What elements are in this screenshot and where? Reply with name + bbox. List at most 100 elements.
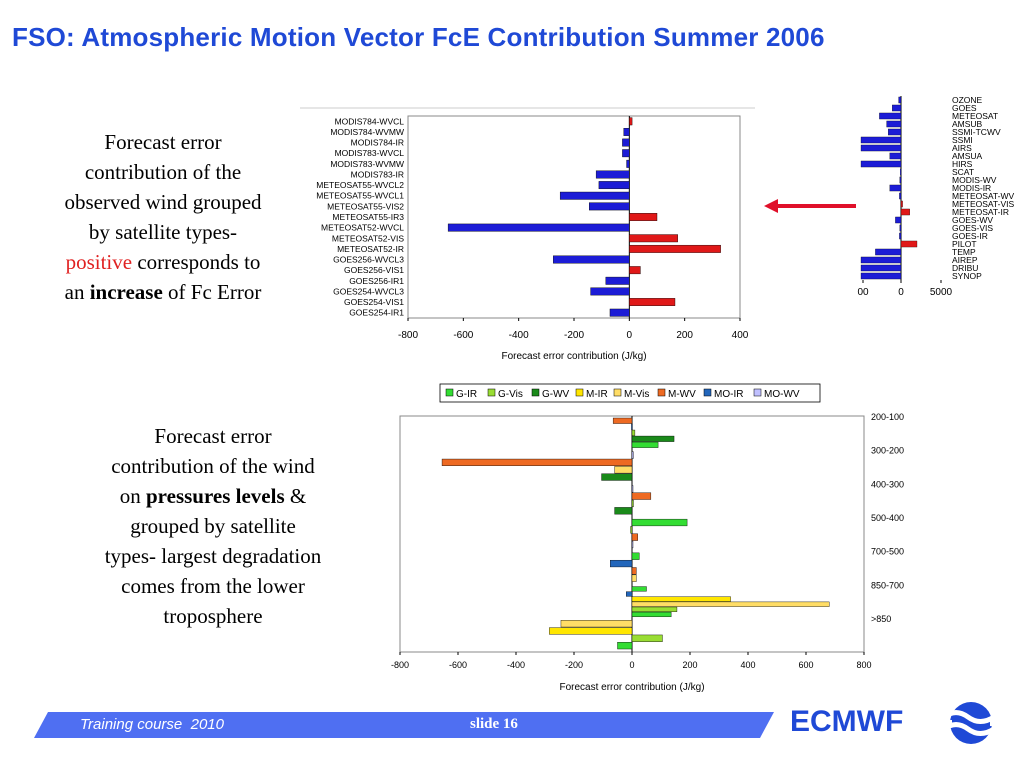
chart2-category-label: METEOSAT-IR — [952, 207, 1009, 217]
chart2-category-label: MODIS-IR — [952, 183, 991, 193]
red-arrow-icon — [764, 199, 856, 213]
description-satellite-types: Forecast error contribution of the obser… — [32, 127, 294, 307]
chart2-bar — [860, 136, 902, 144]
desc2-line7: troposphere — [163, 604, 263, 628]
chart3-legend-swatch — [575, 388, 584, 397]
desc2-line4: grouped by satellite — [130, 514, 296, 538]
chart1-bar — [559, 191, 630, 200]
slide-title: FSO: Atmospheric Motion Vector FcE Contr… — [12, 22, 825, 52]
chart3-tick-label: 600 — [798, 660, 813, 670]
chart3-legend-swatch — [657, 388, 666, 397]
chart1-bar — [598, 181, 630, 190]
chart2-category-label: AIRS — [952, 143, 972, 153]
chart2-bar — [900, 200, 903, 208]
chart2-bar — [879, 112, 902, 120]
chart3-bar — [630, 526, 633, 534]
chart3-bar — [631, 451, 634, 459]
chart2-bar — [860, 272, 902, 280]
desc1-line2: contribution of the — [84, 160, 242, 184]
chart3-bar — [631, 586, 647, 592]
chart2-category-label: SSMI-TCWV — [952, 127, 1001, 137]
chart3-legend-label: M-WV — [668, 389, 696, 400]
chart3-bar — [631, 533, 638, 541]
footer-band — [34, 712, 774, 738]
chart2-bar — [900, 168, 902, 176]
chart2-tick-label: 00 — [857, 287, 869, 298]
chart3-legend-label: MO-WV — [764, 389, 800, 400]
chart2-bar — [899, 192, 902, 200]
desc2-line2: contribution of the wind — [111, 454, 315, 478]
chart3-bar — [560, 620, 633, 628]
chart3-bar — [631, 485, 634, 493]
chart1-category-label: METEOSAT55-IR3 — [332, 212, 404, 222]
chart3-tick-label: -400 — [507, 660, 525, 670]
chart3-bar — [631, 634, 663, 642]
chart2-bar — [899, 224, 902, 232]
chart3-bar — [441, 458, 633, 466]
chart2-bar — [900, 208, 910, 216]
chart2-category-label: DRIBU — [952, 263, 978, 273]
chart3-legend-swatch — [487, 388, 496, 397]
chart2-bar — [860, 264, 902, 272]
chart1-bar — [605, 276, 630, 285]
chart1-category-label: MODIS784-WVMW — [330, 127, 404, 137]
chart1-bar — [629, 234, 678, 243]
chart3-tick-label: 0 — [629, 660, 634, 670]
chart3-bar — [614, 466, 633, 474]
chart1-bar — [623, 128, 630, 136]
desc1-line1: Forecast error — [104, 130, 222, 154]
desc2-pressures: pressures levels — [146, 484, 285, 508]
chart2-bar — [860, 256, 902, 264]
chart3-legend-box — [439, 383, 821, 403]
chart3-bar — [610, 559, 633, 568]
chart3-category-label: 850-700 — [871, 580, 904, 590]
chart2-category-label: GOES — [952, 103, 977, 113]
desc1-tail: of Fc Error — [162, 280, 262, 304]
chart1-category-label: MODIS784-IR — [351, 138, 404, 148]
desc1-line4: by satellite types- — [88, 220, 238, 244]
chart3-legend-label: MO-IR — [714, 389, 743, 400]
chart3-bar — [549, 627, 633, 635]
chart3-category-label: 400-300 — [871, 479, 904, 489]
chart3-tick-label: 800 — [856, 660, 871, 670]
chart3-bar — [631, 518, 688, 527]
chart1-category-label: MODIS783-IR — [351, 169, 404, 179]
chart1-bar — [629, 213, 658, 221]
chart2-bar — [895, 216, 902, 224]
chart3-legend-label: M-Vis — [624, 389, 649, 400]
chart2-bar — [892, 104, 902, 112]
chart3-legend-label: G-Vis — [498, 389, 523, 400]
chart1-bar — [622, 149, 630, 158]
desc2-line6: comes from the lower — [121, 574, 305, 598]
description-pressure-levels: Forecast error contribution of the wind … — [72, 421, 354, 631]
chart3-bar — [631, 611, 672, 618]
chart1-tick-label: 200 — [676, 330, 693, 341]
desc1-an: an — [64, 280, 90, 304]
chart3-legend-swatch — [753, 388, 762, 397]
chart3-category-label: 700-500 — [871, 547, 904, 557]
chart1-category-label: METEOSAT52-IR — [337, 244, 404, 254]
chart2-category-label: AIREP — [952, 255, 978, 265]
chart2-category-label: AMSUB — [952, 119, 983, 129]
chart1-category-label: MODIS783-WVMW — [330, 159, 404, 169]
chart3-legend-label: G-IR — [456, 389, 477, 400]
chart3-category-label: 200-100 — [871, 412, 904, 422]
chart2-bar — [886, 120, 902, 128]
desc1-corresponds: corresponds to — [132, 250, 261, 274]
chart2-category-label: TEMP — [952, 247, 976, 257]
chart3-bar — [625, 591, 633, 597]
chart3-legend-swatch — [613, 388, 622, 397]
chart1-category-label: GOES254-WVCL3 — [333, 286, 404, 296]
chart1-category-label: METEOSAT55-VIS2 — [327, 201, 404, 211]
chart3-bar — [617, 642, 633, 650]
chart1-bar — [622, 138, 630, 147]
chart2-category-label: GOES-WV — [952, 215, 993, 225]
chart3-bar — [631, 601, 830, 607]
chart1-category-label: METEOSAT52-VIS — [332, 233, 404, 243]
chart1-category-label: METEOSAT55-WVCL2 — [316, 180, 404, 190]
chart1-category-label: MODIS784-WVCL — [335, 116, 405, 126]
chart1-category-label: METEOSAT52-WVCL — [321, 223, 404, 233]
chart1-category-label: GOES256-IR1 — [349, 276, 404, 286]
pressure-levels-chart: G-IR G-Vis G-WV M-IR M-Vis M-WV MO-IR MO-WV200-… — [391, 383, 904, 693]
